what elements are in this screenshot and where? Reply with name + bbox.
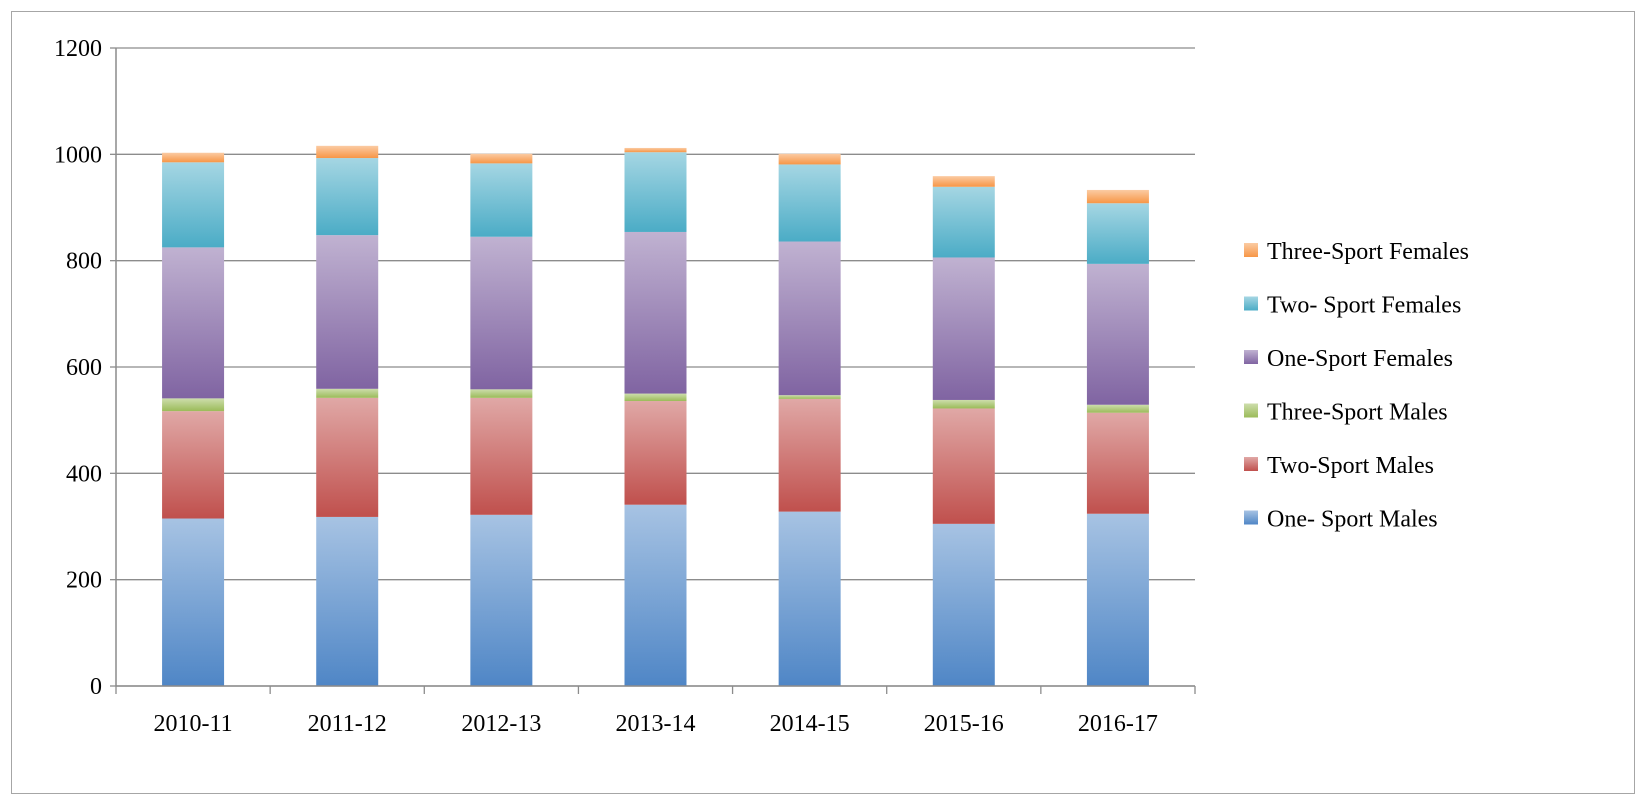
x-tick-label: 2014-15 bbox=[770, 711, 850, 737]
bar-segment-three-sport-males-2010-11 bbox=[162, 398, 225, 412]
x-tick-label: 2016-17 bbox=[1078, 711, 1158, 737]
y-tick-label: 1000 bbox=[54, 142, 102, 168]
bar-segment-three-sport-females-2016-17 bbox=[1086, 189, 1149, 204]
bar-segment-one-sport-females-2012-13 bbox=[470, 236, 533, 390]
legend-swatch bbox=[1244, 403, 1258, 418]
bar-segment-one-sport-females-2013-14 bbox=[624, 231, 687, 394]
bar-segment-one-sport-males-2011-12 bbox=[316, 516, 379, 686]
y-tick-label: 600 bbox=[66, 355, 102, 381]
x-tick-label: 2015-16 bbox=[924, 711, 1004, 737]
bars bbox=[162, 145, 1149, 686]
bar-segment-three-sport-females-2015-16 bbox=[932, 176, 995, 187]
legend-swatch bbox=[1244, 350, 1258, 364]
x-tick-label: 2011-12 bbox=[308, 711, 387, 737]
bar-segment-one-sport-males-2016-17 bbox=[1086, 513, 1149, 686]
bar-segment-two-sport-females-2014-15 bbox=[778, 164, 841, 242]
bar-segment-one-sport-males-2014-15 bbox=[778, 511, 841, 686]
bar-segment-two-sport-males-2013-14 bbox=[624, 401, 687, 505]
bar-segment-three-sport-females-2014-15 bbox=[778, 153, 841, 165]
bar-segment-two-sport-males-2015-16 bbox=[932, 408, 995, 524]
bar-segment-two-sport-females-2011-12 bbox=[316, 158, 379, 236]
legend-label: Two- Sport Females bbox=[1267, 293, 1461, 319]
bar-segment-one-sport-females-2015-16 bbox=[932, 257, 995, 400]
legend-label: Three-Sport Males bbox=[1267, 400, 1448, 426]
legend-swatch bbox=[1244, 510, 1258, 525]
x-tick-label: 2013-14 bbox=[616, 711, 696, 737]
bar-segment-three-sport-males-2012-13 bbox=[470, 389, 533, 398]
bar-segment-two-sport-females-2012-13 bbox=[470, 163, 533, 237]
bar-segment-two-sport-females-2013-14 bbox=[624, 152, 687, 232]
bar-segment-two-sport-females-2010-11 bbox=[162, 162, 225, 248]
bar-segment-three-sport-males-2015-16 bbox=[932, 399, 995, 409]
legend-label: Two-Sport Males bbox=[1267, 453, 1434, 479]
bar-segment-three-sport-females-2010-11 bbox=[162, 152, 225, 163]
y-tick-label: 0 bbox=[90, 674, 102, 700]
bar-segment-two-sport-males-2011-12 bbox=[316, 397, 379, 517]
legend-label: One-Sport Females bbox=[1267, 346, 1453, 372]
bar-segment-three-sport-males-2016-17 bbox=[1086, 404, 1149, 413]
bar-segment-one-sport-males-2010-11 bbox=[162, 518, 225, 686]
y-tick-label: 200 bbox=[66, 568, 102, 594]
bar-segment-one-sport-males-2015-16 bbox=[932, 523, 995, 686]
legend-label: One- Sport Males bbox=[1267, 507, 1438, 533]
bar-segment-three-sport-females-2013-14 bbox=[624, 147, 687, 153]
bar-segment-two-sport-females-2015-16 bbox=[932, 186, 995, 258]
legend: Three-Sport Females Two- Sport Females One… bbox=[1244, 239, 1469, 533]
x-tick-label: 2010-11 bbox=[154, 711, 233, 737]
y-tick-label: 800 bbox=[66, 249, 102, 275]
bar-segment-two-sport-females-2016-17 bbox=[1086, 203, 1149, 264]
bar-segment-three-sport-males-2014-15 bbox=[778, 395, 841, 399]
bar-segment-three-sport-males-2013-14 bbox=[624, 393, 687, 402]
axes: 0 200 400 600 800 1000 1200 2010-11 2011-12 2012-… bbox=[54, 36, 1196, 737]
bar-segment-three-sport-males-2011-12 bbox=[316, 388, 379, 398]
bar-segment-two-sport-males-2016-17 bbox=[1086, 412, 1149, 514]
bar-segment-one-sport-females-2014-15 bbox=[778, 241, 841, 396]
y-tick-label: 400 bbox=[66, 461, 102, 487]
bar-segment-one-sport-females-2011-12 bbox=[316, 235, 379, 389]
bar-segment-two-sport-males-2010-11 bbox=[162, 411, 225, 519]
bar-segment-one-sport-males-2012-13 bbox=[470, 514, 533, 686]
x-tick-label: 2012-13 bbox=[461, 711, 541, 737]
legend-swatch bbox=[1244, 243, 1258, 257]
bar-segment-three-sport-females-2012-13 bbox=[470, 153, 533, 164]
bar-segment-two-sport-males-2012-13 bbox=[470, 397, 533, 515]
bar-segment-three-sport-females-2011-12 bbox=[316, 145, 379, 159]
legend-label: Three-Sport Females bbox=[1267, 239, 1469, 265]
bar-segment-one-sport-males-2013-14 bbox=[624, 504, 687, 686]
legend-swatch bbox=[1244, 457, 1258, 471]
bar-segment-one-sport-females-2016-17 bbox=[1086, 263, 1149, 405]
bar-segment-two-sport-males-2014-15 bbox=[778, 398, 841, 512]
bar-segment-one-sport-females-2010-11 bbox=[162, 247, 225, 399]
legend-swatch bbox=[1244, 296, 1258, 311]
y-tick-label: 1200 bbox=[54, 36, 102, 62]
